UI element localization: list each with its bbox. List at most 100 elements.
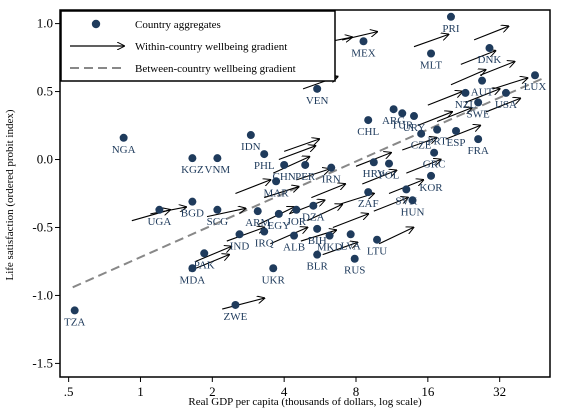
- legend-line-label: Between-country wellbeing gradient: [135, 63, 296, 75]
- country-label-chn: CHN: [273, 171, 296, 183]
- country-point-per: [301, 160, 310, 169]
- country-label-arg: ARG: [382, 115, 405, 127]
- country-point-ukr: [269, 264, 278, 273]
- x-tick-label: .5: [64, 384, 74, 399]
- x-tick-label: 8: [353, 384, 360, 399]
- y-tick-label: 0.5: [37, 84, 53, 99]
- within-country-arrow: [264, 187, 298, 199]
- country-label-per: PER: [295, 171, 316, 183]
- x-tick-label: 1: [137, 384, 144, 399]
- within-country-arrow: [402, 138, 436, 151]
- country-point-dnk: [485, 44, 494, 53]
- y-axis: -1.5 -1.0 -0.5 0.0 0.5 1.0: [32, 16, 60, 370]
- country-point-svk: [402, 185, 411, 194]
- country-point-kgz: [188, 154, 197, 163]
- within-country-arrow: [322, 242, 358, 256]
- country-point-arm: [253, 207, 262, 216]
- within-country-arrow: [406, 160, 440, 174]
- x-tick-label: 2: [209, 384, 216, 399]
- country-label-aut: AUT: [471, 87, 494, 99]
- country-label-dza: DZA: [302, 212, 325, 224]
- country-label-bgd: BGD: [181, 208, 204, 220]
- within-country-arrow: [485, 98, 520, 113]
- within-country-arrow: [362, 170, 396, 185]
- y-tick-label: 0.0: [37, 152, 53, 167]
- country-label-chl: CHL: [357, 126, 379, 138]
- country-label-grc: GRC: [423, 159, 446, 171]
- country-point-esp: [452, 126, 461, 135]
- country-label-blr: BLR: [306, 261, 328, 273]
- country-point-chn: [280, 160, 289, 169]
- country-label-tza: TZA: [64, 316, 85, 328]
- within-country-arrow: [460, 51, 496, 65]
- country-label-dnk: DNK: [478, 54, 502, 66]
- country-point-ind: [235, 230, 244, 239]
- country-label-egy: EGY: [268, 220, 291, 232]
- country-point-irn: [327, 163, 336, 172]
- country-label-cze: CZE: [411, 140, 432, 152]
- country-label-ury: URY: [403, 122, 426, 134]
- within-country-arrow: [465, 89, 499, 103]
- country-point-fra: [474, 135, 483, 144]
- country-point-zwe: [231, 300, 240, 309]
- country-point-vnm: [213, 154, 222, 163]
- within-country-arrow: [270, 227, 307, 245]
- y-tick-label: 1.0: [37, 16, 53, 31]
- country-point-bih: [313, 224, 322, 233]
- country-point-pak: [200, 249, 209, 258]
- country-label-kor: KOR: [419, 182, 443, 194]
- country-label-vnm: VNM: [205, 164, 231, 176]
- country-point-phl: [260, 150, 269, 159]
- country-label-prt: PRT: [427, 136, 447, 148]
- within-country-arrow: [450, 70, 486, 86]
- within-country-arrow: [436, 108, 471, 122]
- country-point-dza: [309, 201, 318, 210]
- within-country-arrow: [417, 112, 452, 127]
- country-label-zaf: ZAF: [358, 198, 379, 210]
- country-point-mex: [359, 37, 368, 46]
- country-point-cze: [417, 129, 426, 138]
- within-country-arrow: [235, 180, 270, 195]
- y-tick-label: -0.5: [32, 219, 53, 234]
- country-point-uga: [155, 205, 164, 214]
- country-label-hrv: HRV: [363, 168, 385, 180]
- country-point-pri: [446, 12, 455, 21]
- country-label-mlt: MLT: [420, 59, 442, 71]
- country-point-tza: [70, 306, 79, 315]
- country-label-kgz: KGZ: [181, 164, 204, 176]
- country-point-chl: [364, 116, 373, 125]
- within-country-arrow: [150, 207, 186, 215]
- legend-point-marker: [91, 19, 101, 29]
- country-label-mar: MAR: [264, 187, 290, 199]
- within-country-arrow: [222, 298, 264, 310]
- within-country-arrow: [195, 247, 231, 262]
- country-point-hun: [408, 196, 417, 205]
- y-axis-label: Life satisfaction (ordered probit index): [4, 109, 16, 280]
- country-point-mlt: [427, 49, 436, 58]
- within-country-arrow: [296, 169, 329, 181]
- within-country-arrow: [283, 139, 319, 152]
- country-label-mex: MEX: [351, 47, 376, 59]
- country-point-tur: [398, 109, 407, 118]
- country-label-ltu: LTU: [367, 246, 387, 258]
- y-tick-label: -1.0: [32, 287, 53, 302]
- country-point-ven: [313, 84, 322, 93]
- country-label-pri: PRI: [442, 23, 459, 35]
- x-axis-label: Real GDP per capita (thousands of dollar…: [188, 396, 422, 408]
- country-point-idn: [246, 131, 255, 140]
- within-country-arrow: [473, 26, 508, 41]
- country-label-usa: USA: [495, 99, 517, 111]
- country-label-irn: IRN: [322, 174, 341, 186]
- within-country-arrow: [479, 62, 514, 76]
- country-point-irq: [260, 227, 269, 236]
- country-label-lux: LUX: [524, 81, 547, 93]
- within-country-arrow: [226, 227, 264, 242]
- country-point-grc: [430, 148, 439, 157]
- within-country-arrow: [445, 126, 480, 140]
- country-point-ltu: [373, 235, 382, 244]
- within-country-arrow: [278, 146, 315, 161]
- country-point-mda: [188, 264, 197, 273]
- between-country-gradient-line: [72, 77, 545, 289]
- country-point-zaf: [364, 188, 373, 197]
